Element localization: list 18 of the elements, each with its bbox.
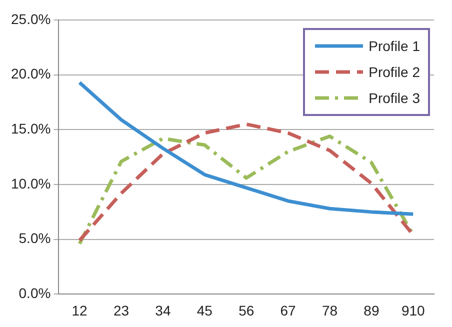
x-tick-label: 67	[280, 302, 296, 318]
y-tick-label: 20.0%	[10, 66, 51, 82]
x-tick-label: 78	[322, 302, 338, 318]
x-tick-label: 34	[155, 302, 171, 318]
y-tick-label: 10.0%	[10, 175, 51, 192]
legend-label: Profile 3	[368, 90, 420, 106]
x-tick-label: 23	[113, 302, 130, 318]
x-tick-label: 89	[364, 302, 380, 318]
x-tick-label: 910	[401, 302, 426, 318]
y-tick-label: 25.0%	[10, 10, 51, 27]
y-tick-label: 15.0%	[10, 120, 51, 137]
x-tick-label: 45	[196, 302, 213, 318]
legend-label: Profile 2	[368, 64, 420, 80]
x-tick-label: 56	[238, 302, 254, 318]
x-tick-label: 12	[72, 302, 88, 318]
y-tick-label: 5.0%	[18, 230, 51, 246]
y-tick-label: 0.0%	[18, 285, 51, 302]
legend-label: Profile 1	[368, 38, 420, 54]
